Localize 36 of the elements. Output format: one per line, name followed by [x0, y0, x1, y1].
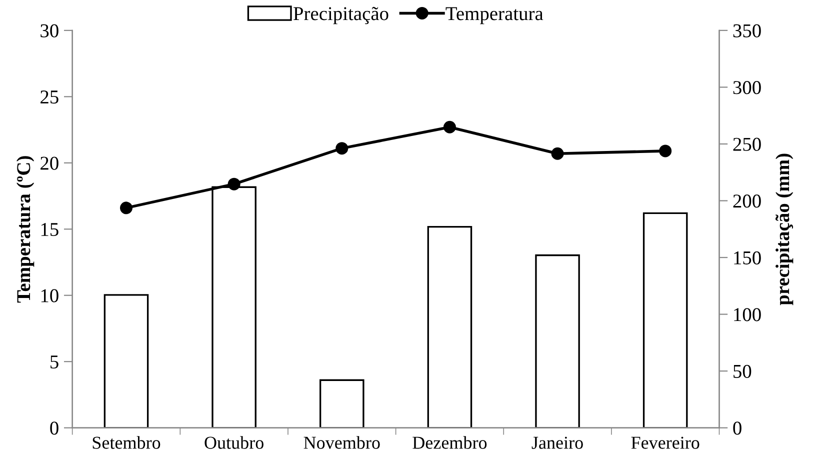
bar: [319, 379, 364, 428]
y-tick-label: 20: [40, 156, 58, 170]
point: [228, 178, 240, 190]
bar: [427, 226, 472, 428]
bar: [104, 294, 149, 428]
point: [659, 144, 672, 158]
y-tick-label: 15: [41, 223, 58, 236]
y2-tick-label: 50: [734, 364, 752, 378]
y2-tick-label: 200: [733, 194, 761, 208]
x-tick-label: Dezembro: [412, 436, 487, 449]
y-tick-label: 30: [40, 24, 58, 38]
y2-axis-title: precipitação (mm): [776, 154, 794, 306]
y-tick-label: 5: [50, 356, 58, 369]
x-tick-label: Novembro: [304, 436, 380, 449]
y2-tick-label: 350: [733, 24, 761, 38]
point: [120, 202, 132, 214]
x-tick-label: Setembro: [92, 436, 160, 449]
point: [336, 142, 348, 155]
y2-tick-label: 0: [733, 422, 742, 435]
x-tick-label: Fevereiro: [631, 436, 700, 449]
x-tick-label: Outubro: [204, 436, 264, 449]
bar: [535, 254, 580, 428]
y-tick-label: 25: [40, 90, 58, 104]
point: [551, 147, 564, 160]
y2-tick-label: 300: [733, 81, 761, 94]
y2-tick-label: 250: [733, 138, 761, 151]
y-tick-label: 10: [41, 289, 58, 302]
y-axis-title: Temperatura (ºC): [16, 156, 34, 303]
x-tick-label: Janeiro: [532, 436, 583, 449]
y2-tick-label: 100: [734, 308, 761, 322]
y2-tick-label: 150: [734, 251, 761, 264]
point: [443, 120, 456, 134]
bar: [642, 212, 688, 428]
legend-label: Temperatura: [446, 7, 544, 24]
legend-label: Precipitação: [293, 6, 388, 24]
y-tick-label: 0: [50, 422, 58, 435]
